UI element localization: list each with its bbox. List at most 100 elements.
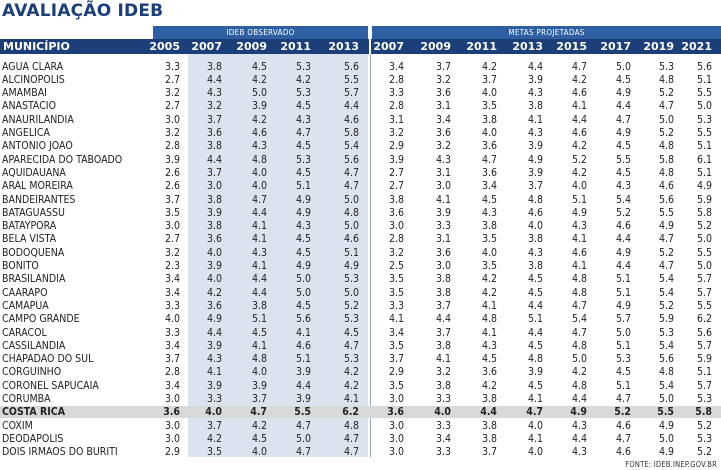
projected-value-cell: 3.7 [481,73,497,86]
projected-value-cell: 5.7 [696,339,712,352]
projected-value-cell: 3.6 [435,87,451,100]
projected-value-cell: 2.7 [388,180,404,193]
projected-value-cell: 4.9 [570,406,587,419]
municipio-cell: CARACOL [2,326,47,339]
projected-value-cell: 3.7 [481,446,497,459]
projected-value-cell: 5.5 [696,246,712,259]
projected-value-cell: 4.6 [658,180,674,193]
projected-value-cell: 5.3 [696,113,712,126]
municipio-cell: ANASTACIO [2,100,57,113]
municipio-cell: ANTONIO JOAO [2,140,73,153]
column-header-projected-2015: 2015 [556,40,587,53]
observed-value-cell: 4.2 [206,286,222,299]
projected-value-cell: 3.4 [388,60,404,73]
projected-value-cell: 4.9 [615,127,631,139]
projected-value-cell: 6.2 [696,313,712,326]
column-header-observed-2007: 2007 [191,40,222,53]
table-row: COSTA RICA 3.6 4.0 4.7 5.5 6.2 3.6 4.0 4.4 4.7 4.9… [0,406,721,419]
projected-value-cell: 4.1 [388,313,404,326]
projected-value-cell: 4.5 [615,166,631,179]
observed-value-cell: 4.1 [251,220,267,233]
projected-value-cell: 5.1 [696,166,712,179]
projected-value-cell: 5.1 [615,273,631,286]
table-row: COXIM 3.0 3.7 4.2 4.7 4.8 3.0 3.3 3.8 4.0 4.3 4.6 4.… [0,420,721,432]
projected-value-cell: 3.3 [435,393,451,405]
projected-value-cell: 3.0 [388,220,404,233]
projected-value-cell: 4.3 [527,127,543,139]
projected-value-cell: 4.7 [571,326,587,339]
projected-value-cell: 5.4 [658,339,674,352]
projected-value-cell: 3.0 [388,419,404,432]
projected-value-cell: 4.6 [615,446,631,459]
observed-value-cell: 4.3 [251,246,267,259]
observed-value-cell: 3.4 [164,379,180,392]
projected-value-cell: 4.4 [527,60,543,73]
observed-value-cell: 4.1 [251,233,267,246]
projected-value-cell: 2.8 [388,233,404,246]
column-header-projected-2009: 2009 [420,40,451,53]
observed-value-cell: 5.8 [343,127,359,139]
table-row: CORONEL SAPUCAIA 3.4 3.9 3.9 4.4 4.2 3.5 3.8 4.2… [0,380,721,392]
projected-value-cell: 3.3 [388,87,404,100]
projected-value-cell: 4.4 [615,100,631,113]
projected-value-cell: 5.1 [527,313,543,326]
column-header-projected-2013: 2013 [512,40,543,53]
observed-value-cell: 5.0 [295,286,311,299]
projected-value-cell: 4.4 [571,432,587,445]
observed-value-cell: 4.0 [251,366,267,379]
projected-value-cell: 3.5 [388,379,404,392]
projected-value-cell: 2.9 [388,366,404,379]
projected-value-cell: 5.0 [615,326,631,339]
observed-value-cell: 3.8 [206,220,222,233]
projected-value-cell: 4.7 [658,100,674,113]
projected-value-cell: 4.4 [527,326,543,339]
observed-value-cell: 4.0 [164,313,180,326]
observed-value-cell: 3.6 [206,127,222,139]
observed-value-cell: 5.1 [295,353,311,366]
projected-value-cell: 5.0 [571,353,587,366]
projected-value-cell: 5.2 [658,127,674,139]
projected-value-cell: 3.8 [435,286,451,299]
table-row: CAMAPUA 3.3 3.6 3.8 4.5 5.2 3.3 3.7 4.1 4.4 4.7 4.9… [0,300,721,312]
observed-value-cell: 4.4 [251,273,267,286]
observed-value-cell: 5.3 [343,273,359,286]
projected-value-cell: 5.8 [658,153,674,166]
observed-value-cell: 4.4 [206,326,222,339]
projected-value-cell: 3.9 [527,140,543,153]
projected-value-cell: 4.5 [481,353,497,366]
observed-value-cell: 3.5 [164,206,180,219]
projected-value-cell: 5.3 [615,353,631,366]
projected-value-cell: 3.2 [388,246,404,259]
table-row: ANAURILANDIA 3.0 3.7 4.2 4.3 4.6 3.1 3.4 3.8 4.1 4… [0,114,721,126]
observed-value-cell: 4.4 [295,379,311,392]
projected-value-cell: 3.8 [481,393,497,405]
observed-value-cell: 4.3 [206,87,222,100]
observed-value-cell: 4.5 [251,432,267,445]
projected-value-cell: 3.5 [481,100,497,113]
observed-value-cell: 4.4 [251,286,267,299]
column-header-projected-2017: 2017 [600,40,631,53]
observed-value-cell: 3.9 [206,206,222,219]
table-row: BRASILANDIA 3.4 4.0 4.4 5.0 5.3 3.5 3.8 4.2 4.5 4.… [0,273,721,285]
projected-value-cell: 4.1 [571,233,587,246]
projected-value-cell: 4.8 [658,73,674,86]
municipio-cell: CAARAPO [2,286,48,299]
observed-value-cell: 4.1 [343,393,359,405]
observed-value-cell: 4.3 [295,113,311,126]
projected-value-cell: 3.8 [527,260,543,272]
municipio-cell: AMAMBAI [2,87,47,100]
projected-value-cell: 3.7 [388,353,404,366]
column-header-projected-2007: 2007 [373,40,404,53]
projected-value-cell: 5.2 [658,299,674,312]
projected-value-cell: 3.4 [481,180,497,193]
projected-value-cell: 4.6 [615,419,631,432]
projected-value-cell: 4.8 [571,286,587,299]
observed-value-cell: 4.0 [206,273,222,286]
observed-value-cell: 4.3 [251,140,267,153]
table-row: BANDEIRANTES 3.7 3.8 4.7 4.9 5.0 3.8 4.1 4.5 4.8 5… [0,194,721,206]
projected-value-cell: 4.9 [527,153,543,166]
municipio-cell: AGUA CLARA [2,60,64,73]
projected-value-cell: 5.9 [696,353,712,366]
projected-value-cell: 4.3 [571,446,587,459]
observed-value-cell: 3.0 [164,432,180,445]
